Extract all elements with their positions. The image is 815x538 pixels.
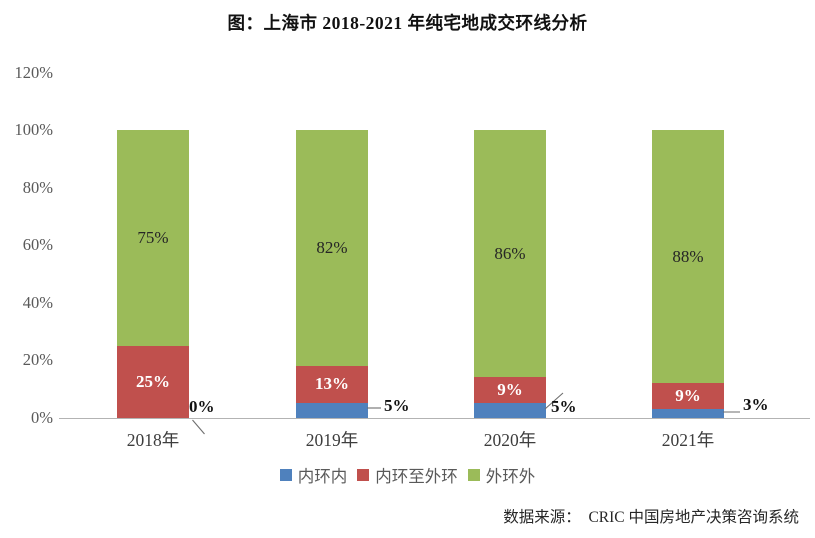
data-label-inner-outer-ring: 25% — [136, 371, 170, 391]
y-axis-tick-label: 80% — [22, 177, 53, 197]
legend-item-inner-outer-ring: 内环至外环 — [357, 463, 458, 487]
data-label-inner-outer-ring: 13% — [315, 374, 349, 394]
legend-item-inner-ring: 内环内 — [279, 463, 348, 487]
y-axis-tick-label: 100% — [14, 120, 54, 139]
bar-segment-outer-ring — [474, 130, 546, 378]
bar-segment-inner-outer-ring — [652, 383, 724, 409]
legend-swatch-inner-ring — [279, 469, 292, 481]
data-label-inner-outer-ring: 9% — [675, 385, 701, 405]
x-axis-line — [59, 417, 810, 419]
x-axis-category-label: 2019年 — [305, 430, 359, 450]
legend-swatch-inner-outer-ring — [357, 469, 370, 481]
x-axis-category-label: 2021年 — [661, 430, 715, 450]
y-axis-tick-label: 120% — [14, 62, 54, 82]
bar-segment-outer-ring — [117, 130, 189, 346]
bar-segment-outer-ring — [296, 130, 368, 366]
bar-segment-inner-outer-ring — [117, 345, 189, 418]
legend-swatch-outer-ring — [467, 469, 480, 481]
bar-segment-inner-outer-ring — [296, 365, 368, 404]
x-axis-category-label: 2020年 — [483, 430, 537, 450]
data-label-outer-ring: 86% — [494, 243, 526, 263]
legend-label-inner-ring: 内环内 — [297, 467, 348, 486]
data-label-callout-inner-ring: 0% — [189, 397, 215, 416]
y-axis-tick-label: 20% — [22, 350, 53, 369]
data-label-outer-ring: 88% — [672, 246, 704, 266]
chart-title: 图：上海市 2018-2021 年纯宅地成交环线分析 — [227, 13, 588, 33]
x-axis-category-label: 2018年 — [126, 430, 180, 450]
legend: 内环内 内环至外环 外环外 — [0, 463, 815, 487]
y-axis-tick-label: 0% — [31, 407, 53, 427]
bar-segment-inner-ring — [652, 408, 724, 418]
y-axis-tick-label: 60% — [22, 235, 53, 254]
bar-segment-inner-outer-ring — [474, 377, 546, 404]
data-label-callout-inner-ring: 3% — [743, 395, 769, 414]
data-label-inner-outer-ring: 9% — [497, 380, 523, 400]
bar-segment-outer-ring — [652, 130, 724, 383]
y-axis-tick-label: 40% — [22, 292, 53, 312]
legend-label-inner-outer-ring: 内环至外环 — [375, 467, 458, 486]
data-label-callout-inner-ring: 5% — [384, 396, 410, 415]
data-label-callout-inner-ring: 5% — [551, 397, 577, 416]
legend-label-outer-ring: 外环外 — [485, 467, 536, 486]
bar-segment-inner-ring — [474, 403, 546, 418]
data-source: 数据来源： CRIC 中国房地产决策咨询系统 — [503, 509, 799, 526]
legend-item-outer-ring: 外环外 — [467, 463, 536, 487]
bar-segment-inner-ring — [296, 403, 368, 418]
data-label-outer-ring: 82% — [316, 237, 348, 257]
data-label-outer-ring: 75% — [137, 227, 169, 247]
